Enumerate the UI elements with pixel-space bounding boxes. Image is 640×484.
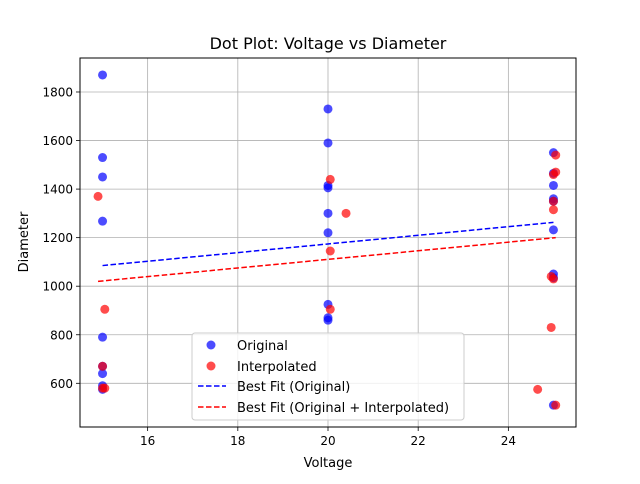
interpolated-point: [93, 191, 103, 201]
legend: Original Interpolated Best Fit (Original…: [191, 332, 465, 421]
interpolated-point: [548, 205, 558, 215]
interpolated-point: [551, 150, 561, 160]
original-point: [323, 104, 333, 114]
y-tick-label: 1200: [42, 231, 73, 245]
legend-label-fit-combined: Best Fit (Original + Interpolated): [237, 401, 449, 416]
original-point: [98, 153, 108, 163]
original-point: [98, 332, 108, 342]
interpolated-point: [100, 383, 110, 393]
legend-marker-interpolated: [206, 361, 216, 371]
original-point: [98, 70, 108, 80]
best-fit-original-line: [102, 221, 554, 267]
interpolated-point: [98, 361, 108, 371]
x-tick-label: 18: [230, 434, 245, 448]
original-point: [323, 208, 333, 218]
legend-marker-original: [206, 340, 216, 350]
original-point: [323, 183, 333, 193]
x-tick-label: 20: [320, 434, 335, 448]
y-tick-label: 600: [50, 377, 73, 391]
original-point: [548, 180, 558, 190]
original-point: [323, 138, 333, 148]
original-point: [98, 172, 108, 182]
best-fit-original-interpolated-line: [97, 236, 556, 283]
x-axis-label: Voltage: [304, 456, 353, 471]
chart-title: Dot Plot: Voltage vs Diameter: [210, 34, 447, 53]
x-tick-label: 24: [501, 434, 516, 448]
interpolated-point: [533, 384, 543, 394]
interpolated-point: [100, 304, 110, 314]
interpolated-point: [548, 170, 558, 180]
y-tick-label: 800: [50, 328, 73, 342]
original-point: [98, 216, 108, 226]
data-points: [93, 70, 561, 410]
original-point: [548, 225, 558, 235]
best-fit-lines: [97, 221, 556, 283]
legend-box: [191, 332, 465, 421]
y-tick-label: 1400: [42, 183, 73, 197]
y-tick-label: 1800: [42, 85, 73, 99]
interpolated-point: [325, 304, 335, 314]
interpolated-point: [325, 246, 335, 256]
interpolated-point: [546, 322, 556, 332]
x-tick-label: 22: [411, 434, 426, 448]
original-point: [98, 369, 108, 379]
legend-label-interpolated: Interpolated: [237, 360, 317, 375]
x-axis-ticks: 16 18 20 22 24: [140, 427, 516, 448]
interpolated-point: [548, 196, 558, 206]
original-point: [323, 315, 333, 325]
y-axis-ticks: 600 800 1000 1200 1400 1600 1800: [42, 85, 80, 391]
interpolated-point: [548, 274, 558, 284]
legend-label-fit-original: Best Fit (Original): [237, 380, 350, 395]
legend-label-original: Original: [237, 339, 288, 354]
y-tick-label: 1000: [42, 280, 73, 294]
original-point: [323, 228, 333, 238]
y-tick-label: 1600: [42, 134, 73, 148]
x-tick-label: 16: [140, 434, 155, 448]
interpolated-point: [341, 208, 351, 218]
y-axis-label: Diameter: [17, 211, 32, 272]
interpolated-point: [551, 400, 561, 410]
interpolated-point: [325, 174, 335, 184]
